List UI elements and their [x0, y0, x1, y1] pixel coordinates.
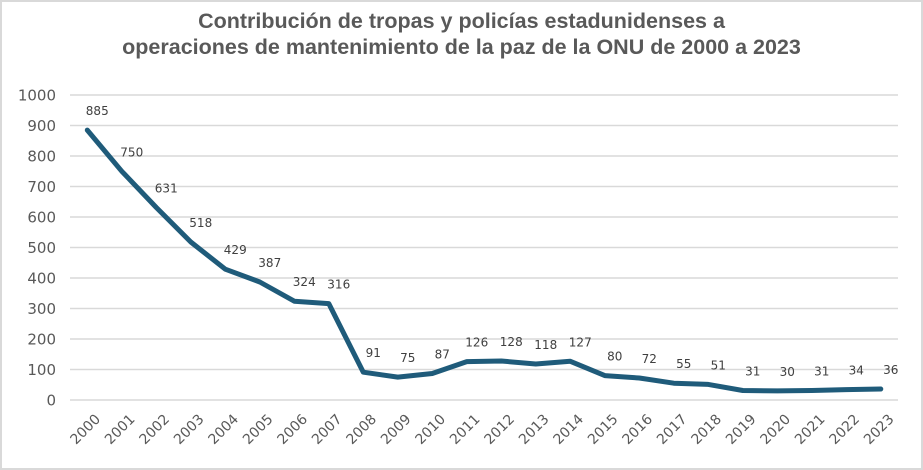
x-axis: 2000200120022003200420052006200720082009… [67, 411, 897, 448]
x-tick-label: 2004 [205, 411, 242, 448]
x-tick-label: 2001 [102, 411, 139, 448]
data-label: 324 [293, 275, 316, 289]
chart-title-line-1: Contribución de tropas y policías estadu… [198, 9, 725, 33]
x-tick-label: 2021 [792, 411, 829, 448]
x-tick-label: 2007 [309, 411, 346, 448]
y-tick-label: 600 [27, 209, 56, 227]
x-tick-label: 2006 [274, 411, 311, 448]
data-label: 316 [327, 278, 350, 292]
data-label: 118 [534, 338, 557, 352]
data-label: 55 [676, 357, 691, 371]
x-tick-label: 2022 [826, 411, 863, 448]
y-tick-label: 800 [27, 148, 56, 166]
x-tick-label: 2003 [171, 411, 208, 448]
data-label: 126 [465, 336, 488, 350]
x-tick-label: 2000 [67, 411, 104, 448]
y-tick-label: 200 [27, 331, 56, 349]
x-tick-label: 2012 [481, 411, 518, 448]
x-tick-label: 2013 [516, 411, 553, 448]
y-tick-label: 400 [27, 270, 56, 288]
data-label: 518 [189, 216, 212, 230]
data-label: 87 [435, 347, 450, 361]
y-tick-label: 1000 [18, 87, 56, 105]
y-tick-label: 0 [46, 392, 56, 410]
data-label: 30 [780, 365, 795, 379]
x-tick-label: 2009 [378, 411, 415, 448]
chart-title: Contribución de tropas y policías estadu… [0, 8, 923, 60]
x-tick-label: 2002 [136, 411, 173, 448]
x-tick-label: 2011 [447, 411, 484, 448]
data-label: 31 [814, 365, 829, 379]
data-label: 72 [642, 352, 657, 366]
series-line [84, 127, 884, 394]
data-label: 631 [155, 182, 178, 196]
data-label: 91 [366, 346, 381, 360]
y-tick-label: 300 [27, 300, 56, 318]
x-tick-label: 2005 [240, 411, 277, 448]
x-tick-label: 2008 [343, 411, 380, 448]
data-label: 36 [883, 363, 898, 377]
x-tick-label: 2016 [619, 411, 656, 448]
x-tick-label: 2017 [654, 411, 691, 448]
x-tick-label: 2015 [585, 411, 622, 448]
gridlines [70, 94, 898, 401]
y-tick-label: 900 [27, 117, 56, 135]
y-tick-label: 700 [27, 178, 56, 196]
x-tick-label: 2020 [757, 411, 794, 448]
data-label: 34 [849, 364, 864, 378]
data-labels: 885 750 631 518 429 387 324 316 91 75 87 126 128 118 1… [86, 104, 899, 379]
data-label: 885 [86, 104, 109, 118]
data-label: 750 [120, 145, 143, 159]
x-tick-label: 2018 [688, 411, 725, 448]
data-label: 127 [569, 335, 592, 349]
data-label: 75 [400, 351, 415, 365]
data-label: 387 [258, 256, 281, 270]
data-label: 51 [711, 358, 726, 372]
x-tick-label: 2019 [723, 411, 760, 448]
y-axis: 0 100 200 300 400 500 600 700 800 900 1000 [18, 87, 56, 410]
x-tick-label: 2014 [550, 411, 587, 448]
data-label: 429 [224, 243, 247, 257]
x-tick-label: 2010 [412, 411, 449, 448]
data-label: 128 [500, 335, 523, 349]
y-tick-label: 100 [27, 361, 56, 379]
chart-title-line-2: operaciones de mantenimiento de la paz d… [122, 35, 801, 59]
y-tick-label: 500 [27, 239, 56, 257]
x-tick-label: 2023 [861, 411, 898, 448]
data-label: 31 [745, 365, 760, 379]
data-label: 80 [607, 350, 622, 364]
